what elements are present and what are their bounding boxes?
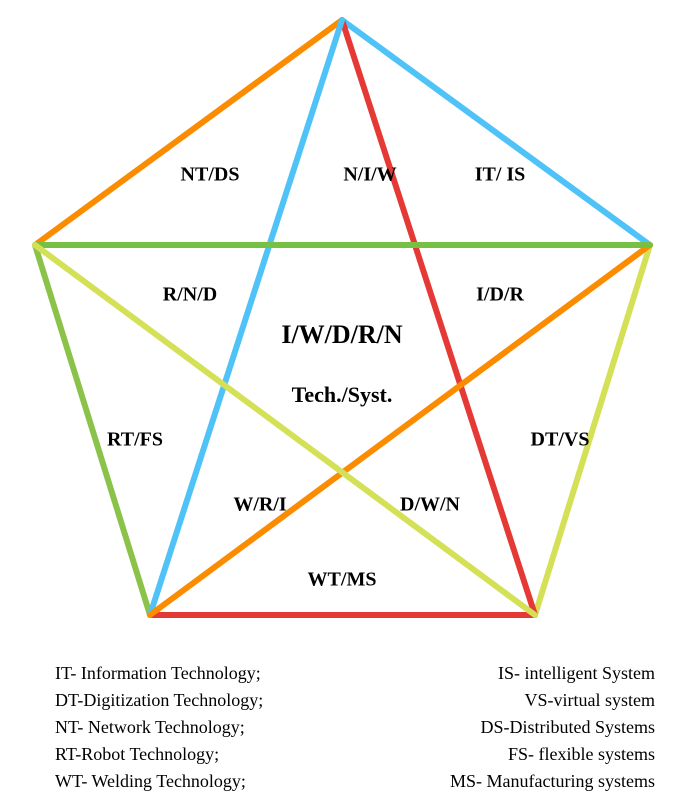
edge-ul-top [35,20,342,245]
region-label: W/R/I [233,494,286,517]
legend-left: WT- Welding Technology; [55,768,246,795]
edge-top-ll [150,20,342,615]
legend-row: NT- Network Technology; DS-Distributed Sy… [55,714,655,741]
edge-top-ur [342,20,650,245]
edge-top-lr [342,20,535,615]
legend-block: IT- Information Technology; IS- intellige… [55,660,655,795]
legend-row: RT-Robot Technology; FS- flexible systems [55,741,655,768]
legend-row: DT-Digitization Technology; VS-virtual sy… [55,687,655,714]
legend-right: FS- flexible systems [508,741,655,768]
region-label: I/W/D/R/N [281,320,402,350]
legend-right: MS- Manufacturing systems [450,768,655,795]
legend-left: RT-Robot Technology; [55,741,219,768]
region-label: N/I/W [343,164,396,187]
legend-left: IT- Information Technology; [55,660,261,687]
region-label: D/W/N [400,494,460,517]
legend-left: NT- Network Technology; [55,714,245,741]
legend-right: DS-Distributed Systems [480,714,655,741]
legend-row: IT- Information Technology; IS- intellige… [55,660,655,687]
region-label: IT/ IS [475,164,526,187]
legend-right: VS-virtual system [525,687,656,714]
region-label: DT/VS [531,429,590,452]
region-label: NT/DS [181,164,240,187]
region-label: WT/MS [308,569,377,592]
region-label: I/D/R [476,284,524,307]
legend-row: WT- Welding Technology; MS- Manufacturing… [55,768,655,795]
region-label: RT/FS [107,429,163,452]
region-label: Tech./Syst. [292,382,393,408]
region-label: R/N/D [163,284,217,307]
legend-left: DT-Digitization Technology; [55,687,263,714]
legend-right: IS- intelligent System [498,660,655,687]
